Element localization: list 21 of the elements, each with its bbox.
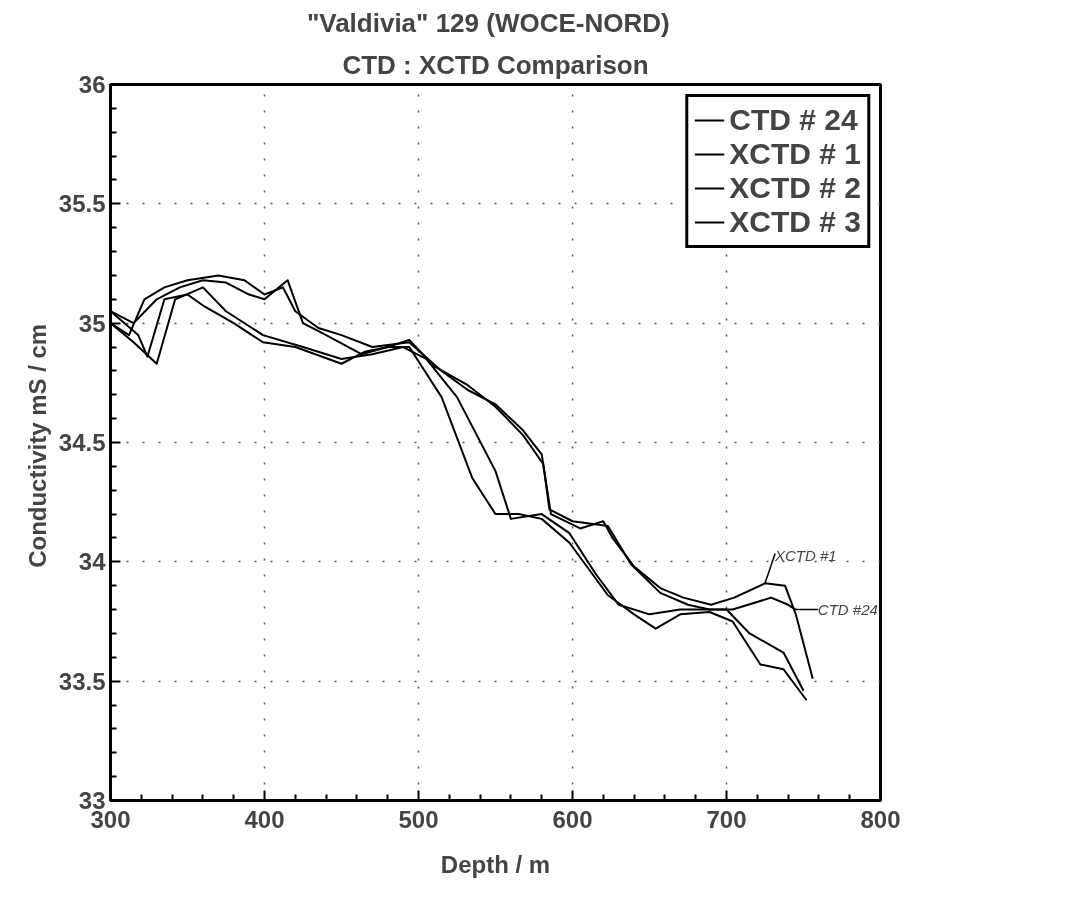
chart-title: "Valdivia" 129 (WOCE-NORD) [306,7,670,38]
y-tick-label: 35 [78,309,106,337]
legend-label: XCTD # 3 [729,205,861,239]
y-tick-label: 33.5 [58,667,106,695]
y-tick-label: 35.5 [58,190,106,218]
x-tick-label: 400 [244,805,285,833]
legend-label: XCTD # 2 [729,171,861,205]
x-axis-title: Depth / m [440,850,551,878]
x-tick-label: 800 [860,805,901,833]
y-tick-label: 36 [78,71,106,98]
y-tick-label: 34.5 [58,429,106,456]
legend-label: XCTD # 1 [729,137,861,171]
annotation: CTD #24 [817,601,878,619]
y-tick-label: 34 [78,548,107,576]
x-tick-label: 700 [706,805,747,833]
chart-subtitle: CTD : XCTD Comparison [342,49,649,80]
x-tick-label: 500 [398,805,439,833]
x-tick-label: 600 [552,805,593,833]
y-axis-title: Conductivity mS / cm [23,323,51,568]
legend-label: CTD # 24 [729,103,858,137]
annotation: XCTD #1 [774,546,837,564]
